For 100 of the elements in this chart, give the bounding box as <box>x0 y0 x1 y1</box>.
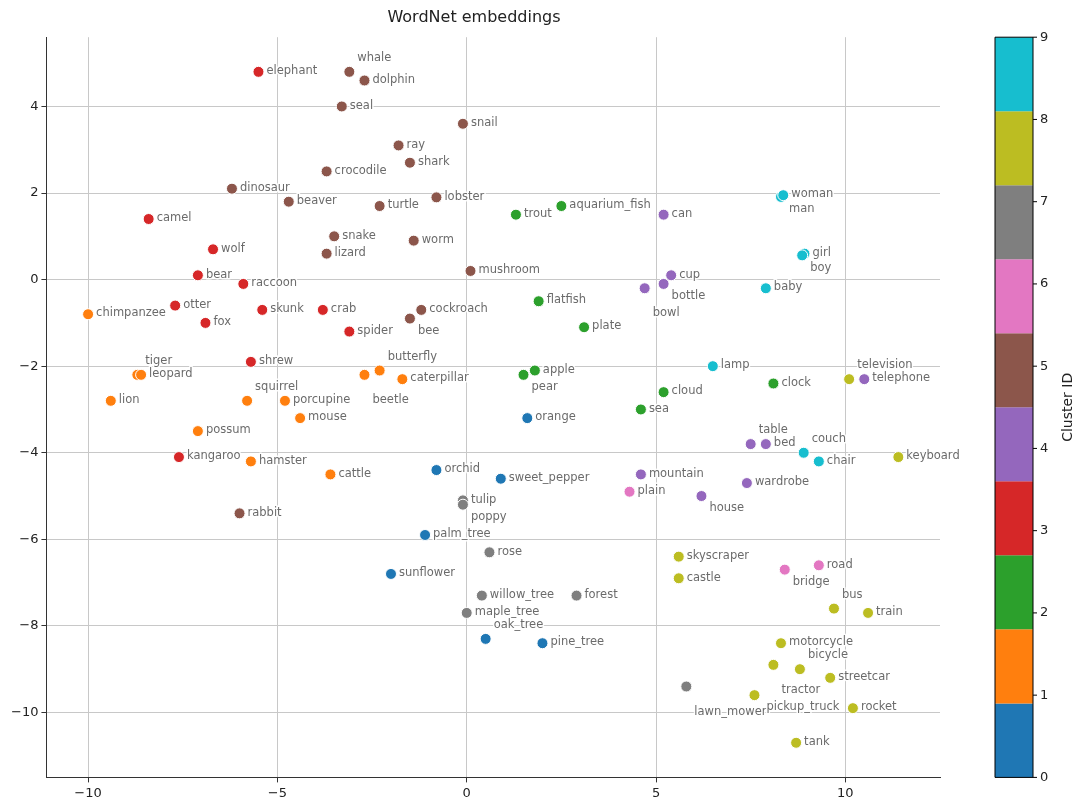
data-label: lion <box>118 392 140 407</box>
data-label: kangaroo <box>186 448 241 463</box>
data-label: rose <box>497 543 523 558</box>
data-label: lizard <box>334 244 366 259</box>
data-label: lobster <box>444 188 485 203</box>
y-tick-label: 2 <box>30 184 39 200</box>
data-label: pine_tree <box>550 634 605 649</box>
data-label: baby <box>773 279 803 294</box>
data-label: chair <box>826 452 856 467</box>
data-label: chimpanzee <box>96 305 166 320</box>
color-bar-label: 5 <box>1040 357 1049 373</box>
data-label: whale <box>357 50 392 65</box>
data-label: camel <box>156 210 192 225</box>
color-bar-label: 6 <box>1040 275 1049 291</box>
data-label: pear <box>531 379 558 394</box>
data-label: crab <box>330 301 357 316</box>
color-bar-label: 3 <box>1040 522 1049 538</box>
data-label: clock <box>781 374 812 389</box>
data-label: beaver <box>296 192 338 207</box>
data-label: bridge <box>792 573 830 588</box>
data-label: maple_tree <box>474 604 540 619</box>
data-label: seal <box>349 97 374 112</box>
color-bar-label: 9 <box>1040 28 1049 44</box>
data-label: tractor <box>781 682 821 697</box>
data-label: telephone <box>872 370 931 385</box>
data-label: cup <box>679 266 701 281</box>
color-bar-label: 1 <box>1040 686 1049 702</box>
data-label: cattle <box>338 465 372 480</box>
color-bar-label: 0 <box>1040 768 1049 784</box>
data-label: flatfish <box>546 292 586 307</box>
data-label: skunk <box>270 301 305 316</box>
y-tick-label: −10 <box>11 703 39 719</box>
data-label: beetle <box>372 392 409 407</box>
y-tick-label: −6 <box>19 530 39 546</box>
data-label: bottle <box>671 288 706 303</box>
color-bar-title: Cluster ID <box>1058 372 1075 442</box>
data-label: boy <box>810 259 832 274</box>
data-label: plate <box>592 318 622 333</box>
data-label: can <box>671 205 693 220</box>
data-label: tulip <box>470 491 497 506</box>
data-label: bee <box>417 322 440 337</box>
data-label: orchid <box>444 461 481 476</box>
data-label: apple <box>542 361 575 376</box>
data-label: table <box>758 422 788 437</box>
data-label: train <box>876 604 903 619</box>
data-label: couch <box>811 430 846 445</box>
x-tick-label: −10 <box>74 784 102 800</box>
x-tick-label: 5 <box>651 784 661 800</box>
data-label: dolphin <box>372 71 416 86</box>
data-label: bed <box>773 435 796 450</box>
data-label: mouse <box>308 409 347 424</box>
data-label: castle <box>686 569 721 584</box>
data-label: bear <box>205 266 233 281</box>
data-label: crocodile <box>334 162 387 177</box>
data-label: poppy <box>470 508 507 523</box>
data-label: raccoon <box>251 275 298 290</box>
data-label: keyboard <box>906 448 960 463</box>
data-label: streetcar <box>838 669 891 684</box>
data-label: shark <box>417 153 450 168</box>
data-label: bowl <box>652 305 680 320</box>
data-label: mushroom <box>478 262 541 277</box>
data-label: pickup_truck <box>766 699 840 714</box>
y-tick-label: −4 <box>19 444 39 460</box>
y-tick-label: 4 <box>30 97 39 113</box>
data-label: spider <box>357 322 394 337</box>
data-label: trout <box>523 205 553 220</box>
data-label: television <box>857 357 913 372</box>
data-label: shrew <box>258 353 294 368</box>
data-label: turtle <box>387 197 419 212</box>
data-label: cloud <box>671 383 703 398</box>
data-label: bus <box>841 586 863 601</box>
data-label: hamster <box>258 452 308 467</box>
data-label: otter <box>183 296 212 311</box>
data-label: worm <box>421 231 454 246</box>
data-label: man <box>788 201 815 216</box>
data-label: oak_tree <box>493 617 544 632</box>
data-label: caterpillar <box>410 370 469 385</box>
data-label: wolf <box>221 240 246 255</box>
data-label: possum <box>205 422 251 437</box>
data-label: lawn_mower <box>694 703 767 718</box>
data-label: dinosaur <box>239 179 291 194</box>
data-label: tiger <box>145 353 173 368</box>
data-label: girl <box>812 244 831 259</box>
data-label: aquarium_fish <box>569 197 651 212</box>
data-label: rabbit <box>247 504 283 519</box>
data-label: wardrobe <box>754 474 810 489</box>
color-bar-label: 8 <box>1040 110 1049 126</box>
data-label: skyscraper <box>686 547 750 562</box>
data-label: snake <box>342 227 376 242</box>
data-label: butterfly <box>387 348 438 363</box>
data-label: plain <box>637 482 666 497</box>
data-label: elephant <box>266 63 318 78</box>
x-tick-label: 0 <box>462 784 471 800</box>
data-label: leopard <box>149 366 193 381</box>
data-label: ray <box>406 136 426 151</box>
data-label: snail <box>470 115 498 130</box>
data-label: lamp <box>720 357 750 372</box>
data-label: woman <box>791 186 834 201</box>
data-label: rocket <box>860 699 898 714</box>
color-bar-label: 4 <box>1040 439 1049 455</box>
